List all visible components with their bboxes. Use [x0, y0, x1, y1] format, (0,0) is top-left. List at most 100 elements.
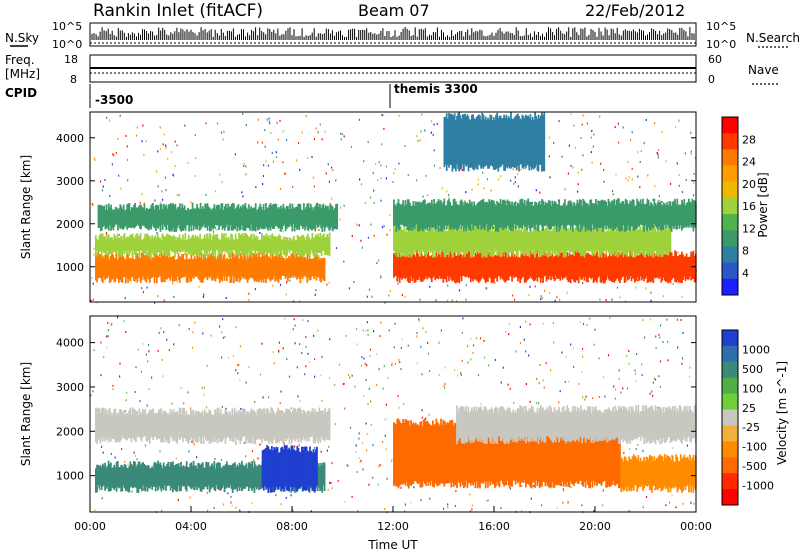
band-cell — [227, 464, 229, 488]
scatter-cell — [483, 187, 485, 190]
band-cell — [455, 423, 457, 486]
scatter-cell — [219, 173, 221, 176]
band-cell — [495, 406, 497, 444]
scatter-cell — [355, 444, 357, 447]
band-cell — [578, 411, 581, 438]
band-cell — [498, 407, 501, 437]
band-cell — [286, 408, 289, 440]
band-cell — [108, 408, 111, 438]
scatter-cell — [157, 185, 159, 188]
band-cell — [118, 208, 120, 227]
scatter-cell — [384, 434, 386, 437]
band-cell — [667, 205, 670, 227]
scatter-cell — [312, 176, 314, 179]
scatter-cell — [582, 154, 584, 157]
band-cell — [502, 200, 504, 231]
band-cell — [654, 256, 657, 279]
band-cell — [159, 257, 162, 277]
scatter-cell — [677, 346, 679, 349]
band-cell — [652, 251, 655, 284]
band-cell — [215, 234, 218, 251]
band-cell — [129, 210, 132, 228]
scatter-cell — [436, 122, 438, 125]
band-cell — [616, 198, 619, 228]
scatter-cell — [684, 152, 686, 155]
scatter-cell — [630, 138, 632, 141]
band-cell — [518, 409, 520, 437]
scatter-cell — [629, 448, 631, 450]
band-cell — [98, 254, 101, 278]
band-cell — [312, 210, 314, 230]
band-cell — [218, 239, 221, 254]
band-cell — [662, 202, 665, 230]
scatter-cell — [433, 123, 435, 126]
scatter-cell — [163, 299, 165, 302]
scatter-cell — [647, 174, 649, 177]
band-cell — [658, 407, 660, 442]
scatter-cell — [330, 482, 332, 484]
scatter-cell — [567, 501, 569, 504]
band-cell — [287, 240, 290, 251]
scatter-cell — [628, 350, 630, 353]
scatter-cell — [222, 336, 225, 339]
band-cell — [302, 409, 305, 438]
band-cell — [160, 252, 163, 282]
band-cell — [216, 204, 219, 225]
scatter-cell — [602, 489, 604, 492]
scatter-cell — [568, 144, 570, 147]
scatter-cell — [391, 362, 393, 365]
band-cell — [98, 204, 101, 228]
band-cell — [270, 234, 273, 257]
band-cell — [589, 199, 592, 231]
band-cell — [215, 205, 218, 226]
scatter-cell — [141, 193, 143, 196]
scatter-cell — [397, 395, 399, 398]
band-cell — [463, 423, 465, 488]
band-cell — [115, 414, 118, 443]
colorbar-segment — [722, 409, 738, 426]
band-cell — [309, 446, 311, 486]
scatter-cell — [285, 496, 287, 499]
band-cell — [224, 237, 227, 253]
scatter-cell — [676, 162, 678, 165]
scatter-cell — [320, 374, 322, 377]
band-cell — [658, 231, 660, 254]
band-cell — [584, 251, 587, 277]
band-cell — [486, 119, 488, 166]
band-cell — [675, 412, 678, 442]
scatter-cell — [146, 286, 148, 289]
band-cell — [398, 230, 401, 254]
band-cell — [531, 231, 534, 251]
date-label: 22/Feb/2012 — [585, 1, 685, 20]
scatter-cell — [235, 506, 237, 509]
band-cell — [679, 454, 682, 490]
band-cell — [281, 446, 284, 490]
scatter-cell — [486, 178, 489, 181]
band-cell — [126, 237, 128, 255]
band-cell — [260, 257, 263, 283]
colorbar-tick-label: 20 — [742, 178, 756, 191]
band-cell — [245, 233, 247, 254]
scatter-cell — [238, 363, 240, 366]
band-cell — [305, 206, 308, 226]
band-cell — [108, 463, 111, 492]
band-cell — [399, 204, 402, 225]
scatter-cell — [369, 196, 372, 199]
band-cell — [272, 236, 275, 256]
band-cell — [285, 206, 288, 230]
scatter-cell — [192, 331, 194, 334]
band-cell — [534, 228, 536, 258]
scatter-cell — [386, 417, 388, 420]
band-cell — [254, 237, 257, 256]
band-cell — [305, 446, 308, 491]
band-cell — [395, 424, 398, 487]
band-cell — [314, 449, 317, 489]
band-cell — [195, 411, 198, 443]
band-cell — [448, 257, 450, 282]
band-cell — [128, 258, 131, 280]
band-cell — [307, 203, 310, 231]
scatter-cell — [101, 445, 103, 448]
band-cell — [212, 208, 215, 230]
scatter-cell — [427, 352, 430, 355]
